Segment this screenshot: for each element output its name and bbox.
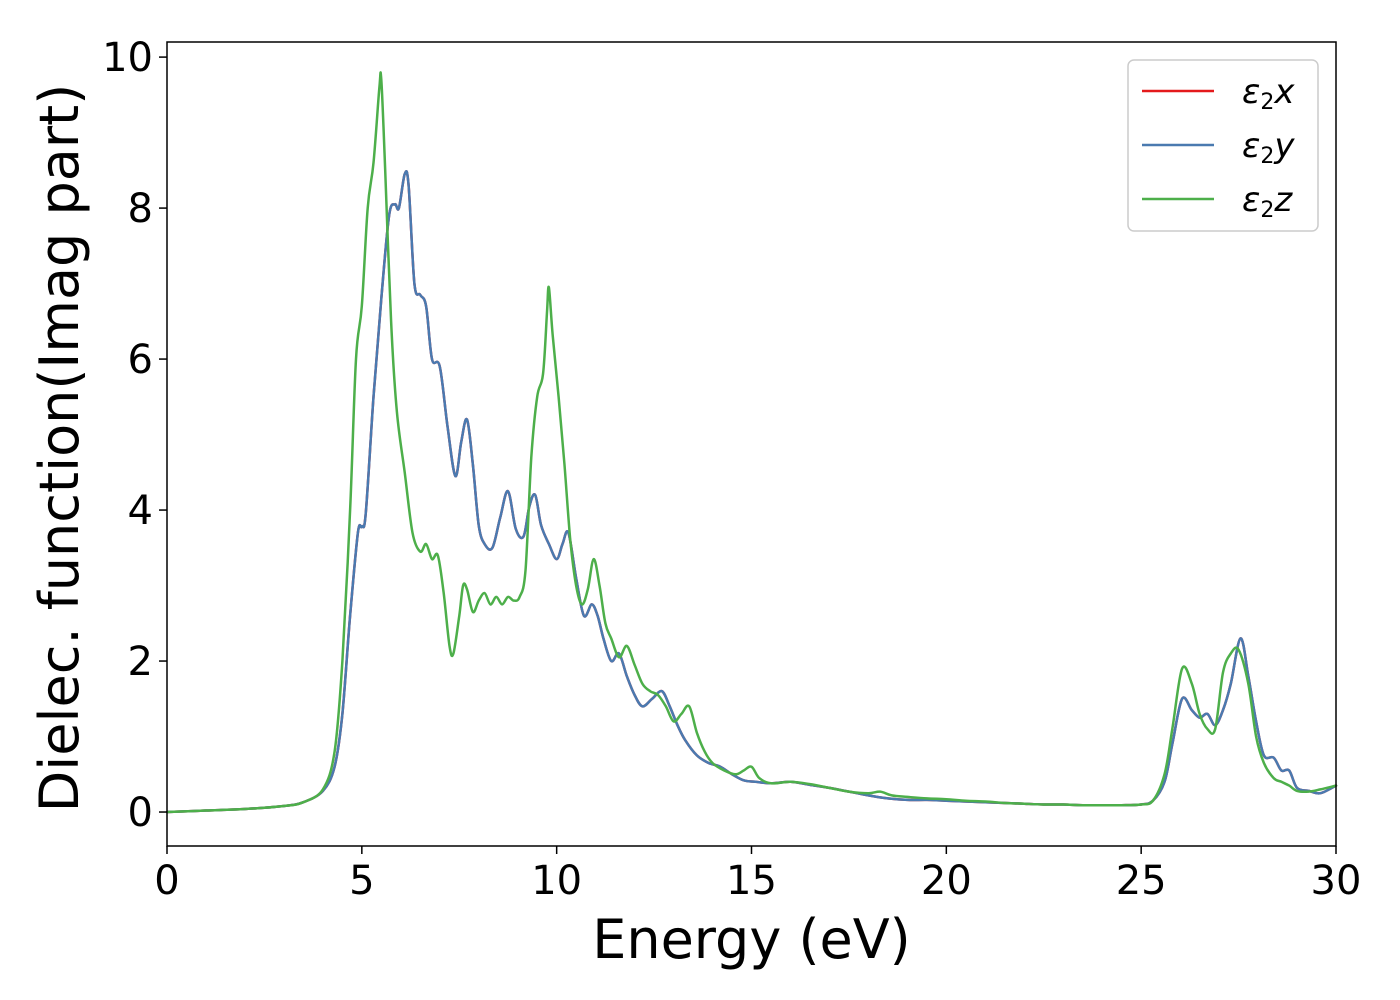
y-tick-label: 8 [128,186,153,232]
series-line-y [165,169,1338,814]
x-axis-ticks: 0 5 10 15 20 25 30 [154,846,1361,904]
series-line-z [165,71,1338,814]
x-tick-label: 15 [726,858,777,904]
x-tick-label: 10 [531,858,582,904]
x-tick-label: 30 [1311,858,1362,904]
legend-label-y: ε2y [1242,126,1295,169]
x-axis-label: Energy (eV) [592,908,911,971]
y-tick-label: 2 [128,639,153,685]
legend-label-x: ε2x [1242,72,1295,115]
y-tick-label: 10 [102,35,153,81]
y-tick-label: 0 [128,790,153,836]
y-axis-ticks: 0 2 4 6 8 10 [102,35,167,836]
x-tick-label: 5 [349,858,374,904]
legend-box [1127,59,1319,232]
x-tick-label: 25 [1116,858,1167,904]
x-tick-label: 20 [921,858,972,904]
y-axis-label: Dielec. function(Imag part) [28,84,91,813]
y-tick-label: 6 [128,337,153,383]
legend: ε2x ε2y ε2z [1127,59,1319,232]
x-tick-label: 0 [154,858,179,904]
y-tick-label: 4 [128,488,153,534]
series-layer [165,71,1338,814]
legend-label-z: ε2z [1242,180,1293,223]
